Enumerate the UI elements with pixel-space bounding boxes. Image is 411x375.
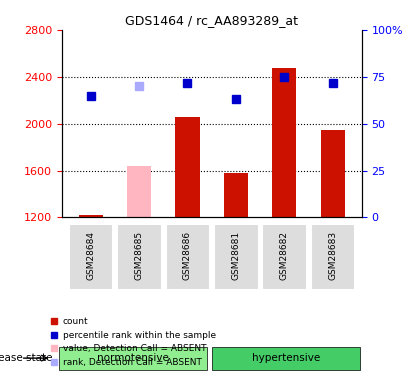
Text: disease state: disease state: [0, 353, 52, 363]
Bar: [321, 130, 345, 218]
Text: normotensive: normotensive: [97, 353, 169, 363]
Bar: [175, 117, 200, 218]
Legend: count, percentile rank within the sample, value, Detection Call = ABSENT, rank, : count, percentile rank within the sample…: [46, 314, 219, 370]
FancyBboxPatch shape: [59, 347, 207, 370]
FancyBboxPatch shape: [212, 347, 360, 370]
Bar: [79, 215, 103, 217]
Text: hypertensive: hypertensive: [252, 353, 320, 363]
Title: GDS1464 / rc_AA893289_at: GDS1464 / rc_AA893289_at: [125, 15, 298, 27]
Bar: [272, 68, 296, 218]
Bar: [127, 166, 151, 218]
Bar: [224, 173, 248, 217]
